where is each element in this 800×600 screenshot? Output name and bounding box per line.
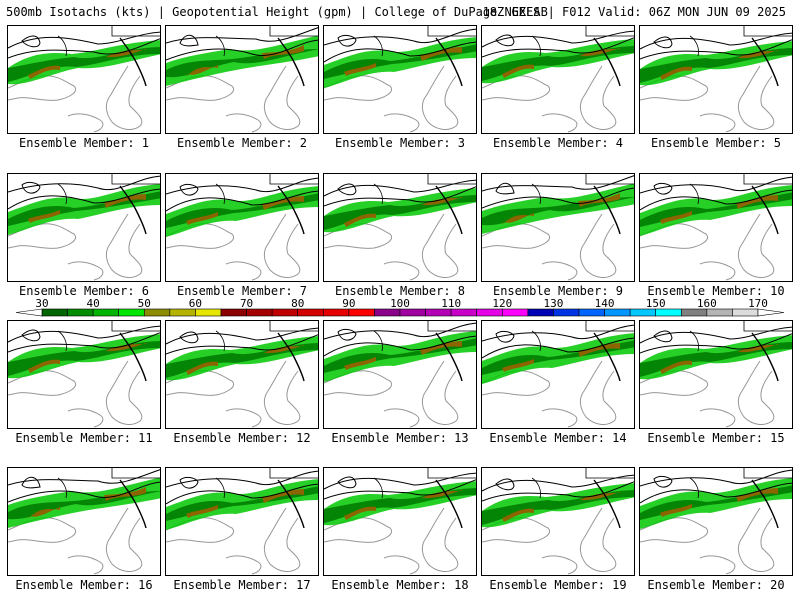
ensemble-member-caption: Ensemble Member: 20 (647, 578, 785, 592)
ensemble-member-map (323, 173, 477, 282)
ensemble-member-map (323, 320, 477, 429)
colorbar-cell (169, 308, 196, 317)
colorbar-cell (322, 308, 350, 317)
ensemble-member-caption: Ensemble Member: 7 (176, 284, 308, 298)
colorbar-cell (604, 308, 631, 317)
colorbar-cell (195, 308, 222, 317)
colorbar-cell (527, 308, 554, 317)
ensemble-member-map (639, 25, 793, 134)
ensemble-member-caption: Ensemble Member: 16 (15, 578, 153, 592)
colorbar-cell (680, 308, 708, 317)
colorbar-cell (246, 308, 273, 317)
colorbar-cell (706, 308, 733, 317)
colorbar-cell (578, 308, 605, 317)
ensemble-member-caption: Ensemble Member: 5 (650, 136, 782, 150)
ensemble-member-map (7, 467, 161, 576)
colorbar-cell (476, 308, 503, 317)
colorbar-cell (374, 308, 401, 317)
ensemble-member-caption: Ensemble Member: 13 (331, 431, 469, 445)
colorbar-cell (92, 308, 120, 317)
ensemble-member-map (639, 467, 793, 576)
colorbar-cell (732, 308, 759, 317)
colorbar-tick-label: 100 (390, 297, 410, 310)
map-header: 500mb Isotachs (kts) | Geopotential Heig… (0, 0, 800, 22)
colorbar-cell (553, 308, 580, 317)
ensemble-member-map (481, 25, 635, 134)
colorbar-cell (67, 308, 94, 317)
model-run-info: 18Z GEFS | F012 Valid: 06Z MON JUN 09 20… (482, 5, 786, 19)
colorbar-tick-label: 80 (291, 297, 305, 310)
colorbar-cell (348, 308, 375, 317)
colorbar-cell (118, 308, 145, 317)
ensemble-member-caption: Ensemble Member: 1 (18, 136, 150, 150)
ensemble-member-caption: Ensemble Member: 18 (331, 578, 469, 592)
colorbar-tick-label: 170 (748, 297, 768, 310)
ensemble-member-map (323, 467, 477, 576)
ensemble-member-caption: Ensemble Member: 15 (647, 431, 785, 445)
colorbar-tick-label: 150 (645, 297, 666, 310)
ensemble-member-map (481, 467, 635, 576)
colorbar-tick-label: 120 (492, 297, 513, 310)
ensemble-member-caption: Ensemble Member: 17 (173, 578, 311, 592)
colorbar-cell (220, 308, 247, 317)
ensemble-member-map (481, 173, 635, 282)
ensemble-member-caption: Ensemble Member: 4 (492, 136, 624, 150)
colorbar-tick-label: 70 (239, 297, 254, 310)
ensemble-member-caption: Ensemble Member: 9 (492, 284, 624, 298)
colorbar-tick-label: 160 (696, 297, 717, 310)
ensemble-member-map (165, 320, 319, 429)
colorbar-cell (41, 308, 68, 317)
ensemble-member-map (7, 25, 161, 134)
ensemble-member-caption: Ensemble Member: 8 (334, 284, 466, 298)
colorbar-cell (297, 308, 324, 317)
colorbar-left-arrow (15, 308, 43, 317)
map-title: 500mb Isotachs (kts) | Geopotential Heig… (6, 5, 548, 19)
colorbar-tick-label: 130 (543, 297, 564, 310)
colorbar-cell (425, 308, 452, 317)
ensemble-member-caption: Ensemble Member: 2 (176, 136, 308, 150)
colorbar-cell (629, 308, 657, 317)
ensemble-member-map (481, 320, 635, 429)
ensemble-member-caption: Ensemble Member: 14 (489, 431, 627, 445)
ensemble-member-map (639, 173, 793, 282)
colorbar-cell (399, 308, 426, 317)
colorbar-tick-label: 30 (35, 297, 49, 310)
colorbar-tick-label: 40 (86, 297, 100, 310)
colorbar-cell (450, 308, 478, 317)
ensemble-member-map (323, 25, 477, 134)
colorbar-tick-label: 50 (137, 297, 151, 310)
ensemble-member-caption: Ensemble Member: 19 (489, 578, 627, 592)
ensemble-member-caption: Ensemble Member: 12 (173, 431, 311, 445)
ensemble-member-caption: Ensemble Member: 3 (334, 136, 466, 150)
ensemble-member-caption: Ensemble Member: 6 (18, 284, 150, 298)
ensemble-member-map (165, 25, 319, 134)
colorbar-tick-label: 60 (188, 297, 203, 310)
ensemble-member-map (7, 320, 161, 429)
ensemble-member-caption: Ensemble Member: 10 (647, 284, 785, 298)
isotach-colorbar (15, 308, 785, 317)
ensemble-member-map (165, 173, 319, 282)
colorbar-tick-label: 90 (342, 297, 356, 310)
ensemble-member-map (165, 467, 319, 576)
colorbar-tick-label: 110 (441, 297, 462, 310)
ensemble-member-map (639, 320, 793, 429)
ensemble-member-map (7, 173, 161, 282)
colorbar-cell (143, 308, 171, 317)
colorbar-right-arrow (757, 308, 785, 317)
colorbar-cell (655, 308, 682, 317)
colorbar-labels: 30 40 50 60 70 80 90 100 110 120 130 140 150 160 170 (0, 297, 800, 310)
colorbar-cell (501, 308, 529, 317)
colorbar-cell (271, 308, 299, 317)
ensemble-member-caption: Ensemble Member: 11 (15, 431, 153, 445)
colorbar-tick-label: 140 (594, 297, 615, 310)
